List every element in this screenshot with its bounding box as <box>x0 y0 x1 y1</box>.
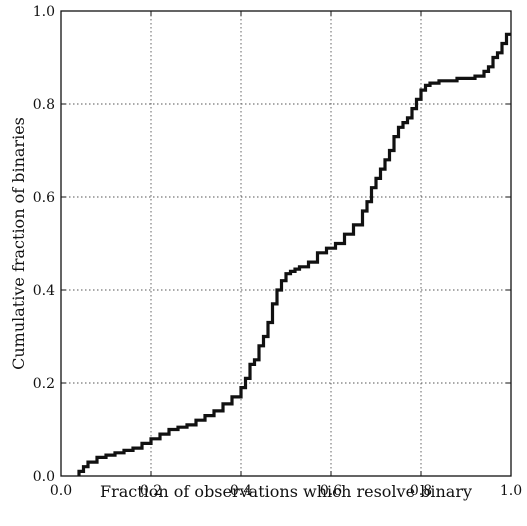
x-tick-label-1: 0.2 <box>140 483 162 499</box>
y-tick-label-2: 0.4 <box>33 283 55 299</box>
x-tick-label-3: 0.6 <box>320 483 342 499</box>
x-tick-label-0: 0.0 <box>50 483 72 499</box>
y-axis-label: Cumulative fraction of binaries <box>9 117 28 370</box>
y-tick-label-1: 0.2 <box>33 376 55 392</box>
x-tick-label-2: 0.4 <box>230 483 252 499</box>
plot-frame <box>60 10 512 477</box>
x-axis-label: Fraction of observations which resolve b… <box>100 482 472 501</box>
y-tick-label-4: 0.8 <box>33 97 55 113</box>
y-tick-label-5: 1.0 <box>33 4 55 20</box>
curve-layer <box>77 32 511 476</box>
y-tick-label-3: 0.6 <box>33 190 55 206</box>
ticks: 0.0 0.2 0.4 0.6 0.8 1.0 0.0 0.2 0.4 0.6 0.8 1.0 <box>33 4 522 499</box>
y-tick-label-0: 0.0 <box>33 469 55 485</box>
x-tick-label-4: 0.8 <box>410 483 432 499</box>
x-tick-label-5: 1.0 <box>500 483 522 499</box>
cumulative-curve-0 <box>77 32 511 476</box>
